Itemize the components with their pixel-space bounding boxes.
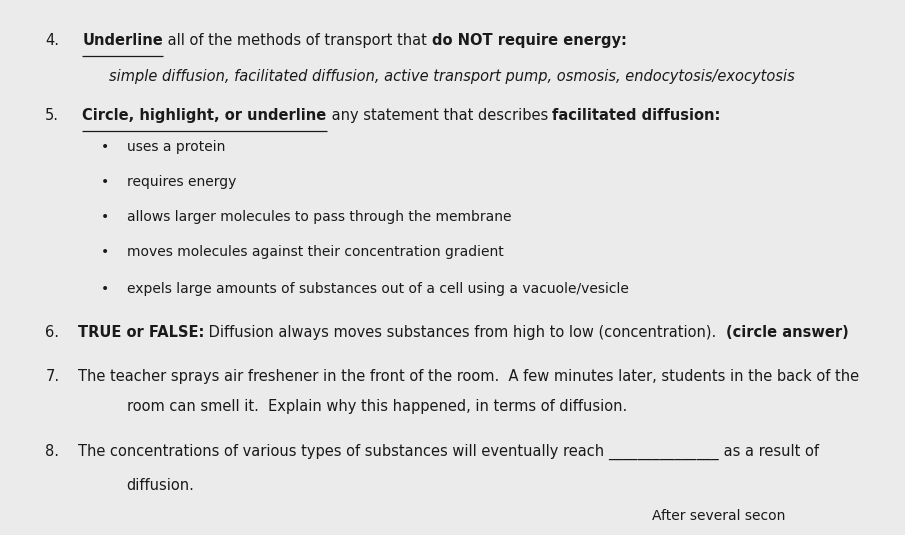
Text: The teacher sprays air freshener in the front of the room.  A few minutes later,: The teacher sprays air freshener in the … xyxy=(78,369,859,384)
Text: After several secon: After several secon xyxy=(652,509,785,523)
Text: diffusion.: diffusion. xyxy=(127,478,195,493)
Text: 4.: 4. xyxy=(45,34,59,49)
Text: simple diffusion, facilitated diffusion, active transport pump, osmosis, endocyt: simple diffusion, facilitated diffusion,… xyxy=(109,70,795,85)
Text: expels large amounts of substances out of a cell using a vacuole/vesicle: expels large amounts of substances out o… xyxy=(127,282,629,296)
Text: 6.: 6. xyxy=(45,325,59,340)
Text: as a result of: as a result of xyxy=(719,444,819,459)
Text: TRUE or FALSE:: TRUE or FALSE: xyxy=(78,325,205,340)
Text: •: • xyxy=(101,244,110,259)
Text: •: • xyxy=(101,282,110,296)
Text: room can smell it.  Explain why this happened, in terms of diffusion.: room can smell it. Explain why this happ… xyxy=(127,399,627,414)
Text: (circle answer): (circle answer) xyxy=(726,325,848,340)
Text: do NOT require energy:: do NOT require energy: xyxy=(432,34,626,49)
Text: •: • xyxy=(101,175,110,189)
Text: Diffusion always moves substances from high to low (concentration).: Diffusion always moves substances from h… xyxy=(205,325,726,340)
Text: all of the methods of transport that: all of the methods of transport that xyxy=(163,34,432,49)
Text: Circle, highlight, or underline: Circle, highlight, or underline xyxy=(82,109,327,124)
Text: allows larger molecules to pass through the membrane: allows larger molecules to pass through … xyxy=(127,210,511,225)
Text: •: • xyxy=(101,210,110,225)
Text: _______________: _______________ xyxy=(608,445,719,460)
Text: •: • xyxy=(101,140,110,154)
Text: Underline: Underline xyxy=(82,34,163,49)
Text: moves molecules against their concentration gradient: moves molecules against their concentrat… xyxy=(127,244,503,259)
Text: requires energy: requires energy xyxy=(127,175,236,189)
Text: 5.: 5. xyxy=(45,109,59,124)
Text: any statement that describes: any statement that describes xyxy=(327,109,552,124)
Text: 8.: 8. xyxy=(45,444,59,459)
Text: 7.: 7. xyxy=(45,369,60,384)
Text: facilitated diffusion:: facilitated diffusion: xyxy=(552,109,721,124)
Text: The concentrations of various types of substances will eventually reach: The concentrations of various types of s… xyxy=(78,444,608,459)
Text: uses a protein: uses a protein xyxy=(127,140,225,154)
